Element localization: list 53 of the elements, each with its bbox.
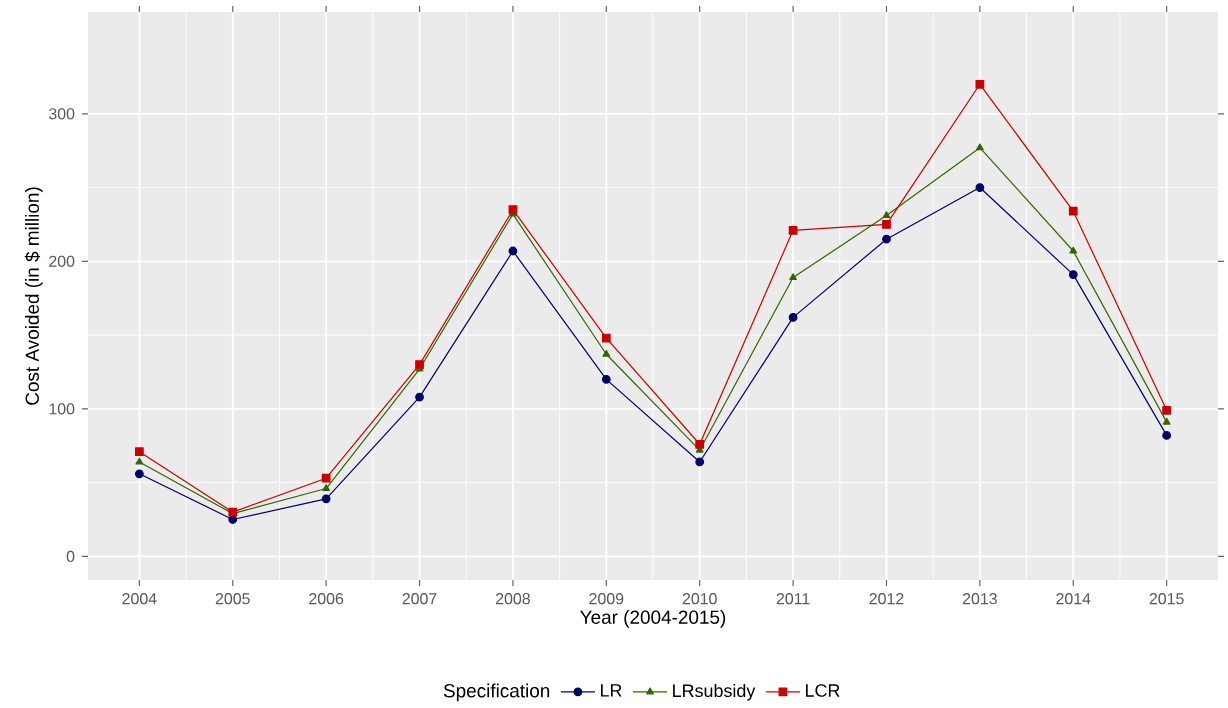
x-tick-label: 2009 <box>589 593 624 605</box>
y-tick-label: 100 <box>49 403 75 415</box>
point <box>134 447 144 457</box>
x-tick-label: 2006 <box>309 593 344 605</box>
x-tick-label: 2011 <box>776 593 810 605</box>
point <box>695 439 705 449</box>
point <box>882 211 891 219</box>
point <box>508 246 518 256</box>
point <box>975 143 984 151</box>
x-tick-label: 2008 <box>496 593 530 605</box>
point <box>322 484 331 492</box>
legend-label: LCR <box>806 684 840 697</box>
x-tick-label: 2007 <box>402 593 437 605</box>
point <box>789 273 797 281</box>
y-axis-title: Cost Avoided (in $ million) <box>24 187 43 405</box>
legend-title: Specification <box>443 683 550 702</box>
y-tick-label: 0 <box>66 550 75 563</box>
point <box>975 183 985 192</box>
x-tick-label: 2013 <box>962 593 997 605</box>
point <box>1068 270 1078 279</box>
point <box>602 349 611 357</box>
point <box>1162 405 1172 415</box>
point <box>975 79 985 89</box>
point <box>788 313 798 322</box>
point <box>135 457 144 465</box>
x-tick-label: 2004 <box>122 593 157 605</box>
point <box>882 220 891 229</box>
x-tick-label: 2010 <box>682 593 717 605</box>
legend-label: LRsubsidy <box>673 683 756 701</box>
point <box>788 225 798 235</box>
point <box>228 515 238 524</box>
point <box>695 457 705 467</box>
point <box>415 360 424 369</box>
point <box>321 494 331 504</box>
x-tick-label: 2015 <box>1149 593 1184 605</box>
x-tick-label: 2005 <box>215 593 250 605</box>
x-tick-label: 2012 <box>869 593 904 605</box>
point <box>1069 246 1078 254</box>
legend-label: LR <box>600 684 622 697</box>
point <box>508 205 518 215</box>
point <box>321 473 331 483</box>
x-axis-title: Year (2004-2015) <box>580 610 726 628</box>
y-tick-label: 200 <box>49 255 75 267</box>
point <box>1162 417 1171 425</box>
x-tick-label: 2014 <box>1056 593 1091 605</box>
point <box>1162 431 1172 440</box>
point <box>601 374 611 384</box>
point <box>601 333 611 343</box>
point <box>134 469 144 479</box>
point <box>882 234 891 244</box>
point <box>1068 206 1078 216</box>
y-tick-label: 300 <box>48 108 75 120</box>
point <box>415 392 424 402</box>
